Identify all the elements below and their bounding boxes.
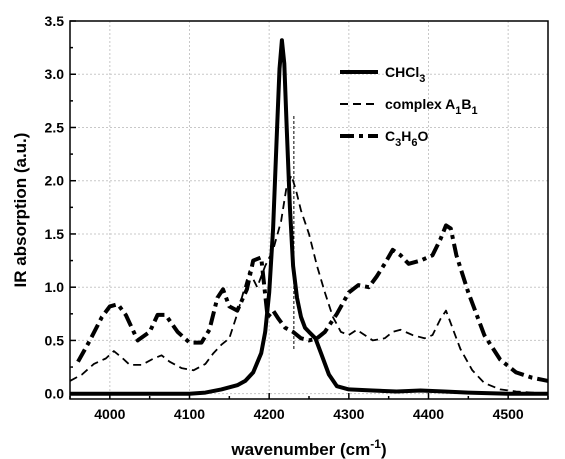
y-tick-label: 1.0	[45, 279, 65, 295]
y-tick-label: 0.5	[45, 332, 65, 348]
y-tick-label: 3.5	[45, 13, 65, 29]
legend-label-chcl3: CHCl3	[385, 64, 425, 85]
y-tick-label: 2.0	[45, 173, 65, 189]
x-tick-label: 4000	[94, 406, 125, 422]
x-tick-label: 4300	[333, 406, 364, 422]
series-layer	[69, 38, 549, 396]
grid	[70, 20, 548, 399]
y-tick-label: 0.0	[45, 386, 65, 402]
x-tick-label: 4100	[174, 406, 205, 422]
x-axis-title: wavenumber (cm-1)	[230, 437, 386, 459]
y-tick-label: 3.0	[45, 66, 65, 82]
series-c3h6o	[76, 223, 549, 383]
legend-label-complex: complex A1B1	[385, 96, 478, 117]
x-tick-label: 4500	[493, 406, 524, 422]
y-axis: 0.0 0.5 1.0 1.5 2.0 2.5 3.0 3.5	[45, 13, 76, 402]
y-tick-label: 1.5	[45, 226, 65, 242]
series-chcl3	[70, 38, 548, 396]
y-tick-label: 2.5	[45, 119, 65, 135]
x-tick-label: 4200	[254, 406, 285, 422]
legend-label-c3h6o: C3H6O	[385, 128, 429, 149]
series-complex-a1b1	[69, 174, 549, 395]
x-tick-label: 4400	[413, 406, 444, 422]
x-axis: 4000 4100 4200 4300 4400 4500	[69, 393, 549, 422]
legend: CHCl3 complex A1B1 C3H6O	[340, 64, 478, 149]
y-axis-title: IR absorption (a.u.)	[11, 133, 30, 288]
